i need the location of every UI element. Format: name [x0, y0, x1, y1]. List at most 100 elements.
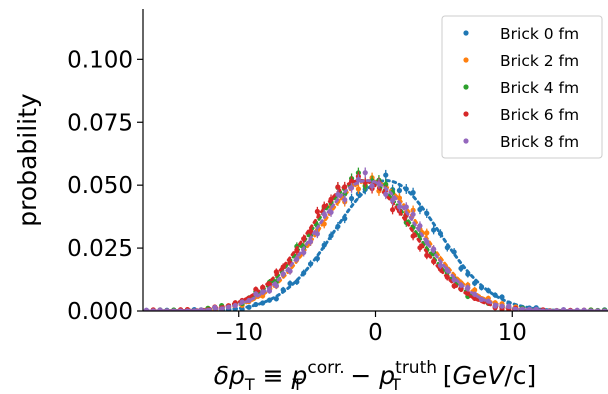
data-point — [581, 307, 587, 311]
data-point — [335, 184, 341, 190]
data-point — [266, 281, 273, 287]
data-point — [437, 266, 444, 272]
x-label-unit: GeV — [453, 361, 507, 390]
data-point — [424, 210, 430, 216]
series-4 — [143, 167, 608, 311]
data-point — [437, 230, 444, 237]
data-point — [492, 292, 498, 298]
data-point — [246, 304, 252, 310]
data-point — [376, 181, 382, 187]
legend-entry: Brick 6 fm — [500, 106, 579, 124]
y-axis-label: probability — [13, 93, 42, 227]
data-point — [383, 172, 389, 178]
legend-entry: Brick 4 fm — [500, 79, 579, 97]
data-point — [424, 230, 430, 236]
data-point — [533, 306, 539, 311]
data-point — [389, 197, 396, 203]
data-point — [294, 256, 300, 262]
x-label-sub-t-corr: T — [292, 375, 303, 394]
data-point — [314, 231, 320, 237]
data-point — [595, 308, 601, 311]
data-point — [431, 227, 437, 233]
data-point — [307, 261, 314, 267]
data-point — [355, 176, 362, 183]
data-point — [342, 197, 348, 203]
data-point — [178, 308, 184, 311]
data-point — [280, 271, 286, 277]
data-point — [417, 245, 423, 251]
data-point — [342, 184, 348, 190]
data-point — [451, 277, 457, 283]
data-point — [472, 291, 478, 297]
data-point — [431, 258, 437, 265]
data-point — [150, 308, 156, 311]
data-point — [239, 299, 245, 305]
data-point — [191, 308, 197, 311]
data-point — [314, 208, 320, 215]
data-point — [171, 308, 177, 311]
data-point — [246, 297, 252, 304]
data-point — [444, 274, 450, 280]
data-point — [280, 287, 286, 293]
x-tick-label: 0 — [368, 320, 383, 346]
data-point — [328, 209, 334, 215]
data-point — [410, 233, 416, 239]
x-tick-label: −10 — [214, 320, 263, 346]
y-tick-label: 0.025 — [67, 236, 133, 262]
data-point — [307, 238, 314, 245]
data-point — [396, 187, 403, 194]
data-point — [348, 178, 355, 184]
data-point — [225, 304, 232, 310]
data-point — [458, 265, 464, 272]
x-label-equiv: ≡ — [255, 361, 292, 390]
x-label-sup-truth: truth — [395, 358, 437, 378]
data-point — [301, 249, 307, 256]
data-point — [424, 239, 430, 245]
data-point — [273, 283, 279, 289]
data-point — [499, 303, 505, 309]
data-point — [513, 306, 519, 311]
data-point — [328, 196, 334, 202]
data-point — [280, 264, 286, 270]
data-point — [212, 304, 218, 311]
x-label-unit-open: [ — [435, 361, 453, 390]
data-point — [321, 242, 327, 248]
data-point — [526, 306, 532, 311]
data-point — [472, 280, 478, 286]
y-tick-label: 0.075 — [67, 110, 133, 136]
data-point — [260, 293, 266, 299]
x-axis-label: δpT ≡ pcorr. T − ptruth T [GeV/c] — [214, 358, 537, 394]
data-point — [410, 211, 416, 217]
y-tick-label: 0.100 — [67, 47, 133, 73]
x-label-unit-close: /c] — [504, 361, 536, 390]
data-point — [239, 306, 245, 311]
data-point — [260, 300, 266, 306]
data-point — [396, 204, 403, 210]
legend-marker — [463, 138, 469, 144]
data-point — [444, 267, 450, 273]
data-point — [335, 191, 341, 198]
data-point — [478, 296, 485, 303]
data-point — [458, 282, 464, 288]
data-series-layer — [143, 167, 608, 311]
data-point — [417, 223, 423, 229]
data-point — [266, 297, 273, 303]
y-tick-label: 0.000 — [67, 299, 133, 325]
data-point — [560, 307, 567, 311]
data-point — [253, 286, 259, 292]
data-point — [451, 249, 457, 255]
legend-marker — [463, 111, 469, 117]
data-point — [328, 233, 334, 239]
data-point — [362, 170, 368, 176]
data-point — [492, 303, 498, 309]
data-point — [472, 287, 478, 293]
data-point — [451, 283, 457, 289]
legend-marker — [463, 84, 469, 90]
data-point — [574, 307, 580, 311]
data-point — [437, 262, 444, 269]
data-point — [519, 306, 526, 311]
x-label-sub-t-truth: T — [390, 375, 401, 394]
data-point — [314, 255, 320, 262]
data-point — [383, 191, 389, 197]
